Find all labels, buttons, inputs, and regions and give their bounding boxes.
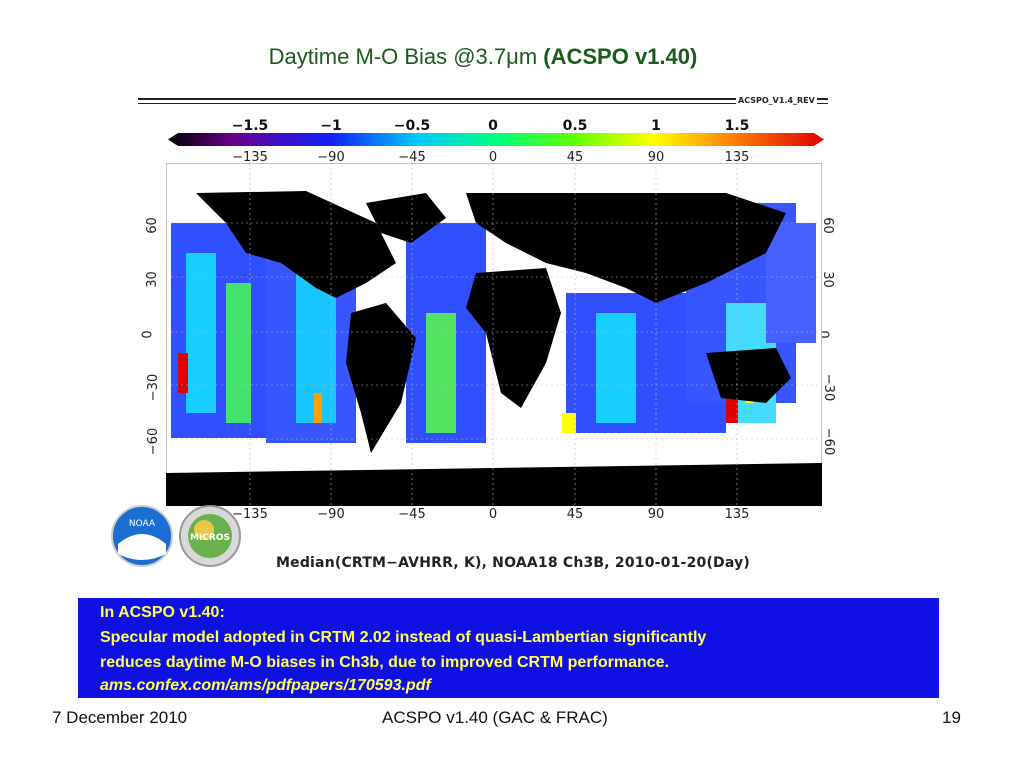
colorbar-tick: −1 [320, 118, 342, 134]
title-plain: Daytime M-O Bias @3.7μm [268, 44, 538, 69]
lat-tick-right: −60 [821, 427, 837, 456]
lon-tick-bottom: 135 [724, 507, 750, 522]
colorbar-tick: 0.5 [562, 118, 588, 134]
lon-tick-bottom: 0 [488, 507, 498, 522]
lon-tick-top: 45 [566, 150, 584, 165]
footer-title: ACSPO v1.40 (GAC & FRAC) [382, 708, 608, 727]
lon-tick-top: 0 [488, 150, 498, 165]
lat-tick-left: −60 [146, 427, 162, 456]
lon-tick-top: 90 [647, 150, 665, 165]
lat-tick-left: 60 [144, 217, 160, 234]
bias-world-map [166, 163, 822, 506]
info-line-3: reduces daytime M-O biases in Ch3b, due … [100, 654, 670, 671]
footer-date: 7 December 2010 [52, 708, 188, 727]
lat-tick-right: 30 [819, 271, 835, 288]
noaa-logo: NOAA [111, 505, 173, 567]
colorbar-tick: 1.5 [724, 118, 750, 134]
title-bold: (ACSPO v1.40) [543, 44, 698, 69]
lon-tick-bottom: −90 [317, 507, 345, 522]
colorbar [168, 133, 824, 146]
top-rule [138, 98, 828, 100]
lat-tick-left: 0 [140, 330, 156, 339]
colorbar-tick: −1.5 [231, 118, 269, 134]
lon-tick-top: −90 [317, 150, 345, 165]
map-caption: Median(CRTM−AVHRR, K), NOAA18 Ch3B, 2010… [276, 555, 751, 571]
lon-tick-top: −135 [232, 150, 268, 165]
colorbar-tick: 1 [651, 118, 661, 134]
lon-tick-bottom: 45 [566, 507, 584, 522]
info-link[interactable]: ams.confex.com/ams/pdfpapers/170593.pdf [100, 677, 431, 694]
colorbar-tick: −0.5 [393, 118, 431, 134]
footer-page-number: 19 [942, 708, 961, 727]
rev-tag: ACSPO_V1.4_REV [736, 96, 817, 105]
micros-logo-text: MICROS [190, 533, 230, 543]
slide-title: Daytime M-O Bias @3.7μm (ACSPO v1.40) [0, 44, 966, 70]
noaa-logo-text: NOAA [129, 519, 156, 529]
lon-tick-bottom: −45 [398, 507, 426, 522]
info-line-2: Specular model adopted in CRTM 2.02 inst… [100, 629, 707, 646]
micros-logo: MICROS [179, 505, 241, 567]
lon-tick-top: −45 [398, 150, 426, 165]
colorbar-tick: 0 [488, 118, 498, 134]
info-line-1: In ACSPO v1.40: [100, 604, 225, 621]
lon-tick-bottom: −135 [232, 507, 268, 522]
lat-tick-right: 60 [819, 217, 835, 234]
lon-tick-top: 135 [724, 150, 750, 165]
lat-tick-left: −30 [146, 373, 162, 402]
info-box: In ACSPO v1.40: Specular model adopted i… [78, 598, 939, 698]
lon-tick-bottom: 90 [647, 507, 665, 522]
lat-tick-right: −30 [821, 373, 837, 402]
top-rule-thin [138, 103, 828, 104]
lat-tick-left: 30 [144, 271, 160, 288]
